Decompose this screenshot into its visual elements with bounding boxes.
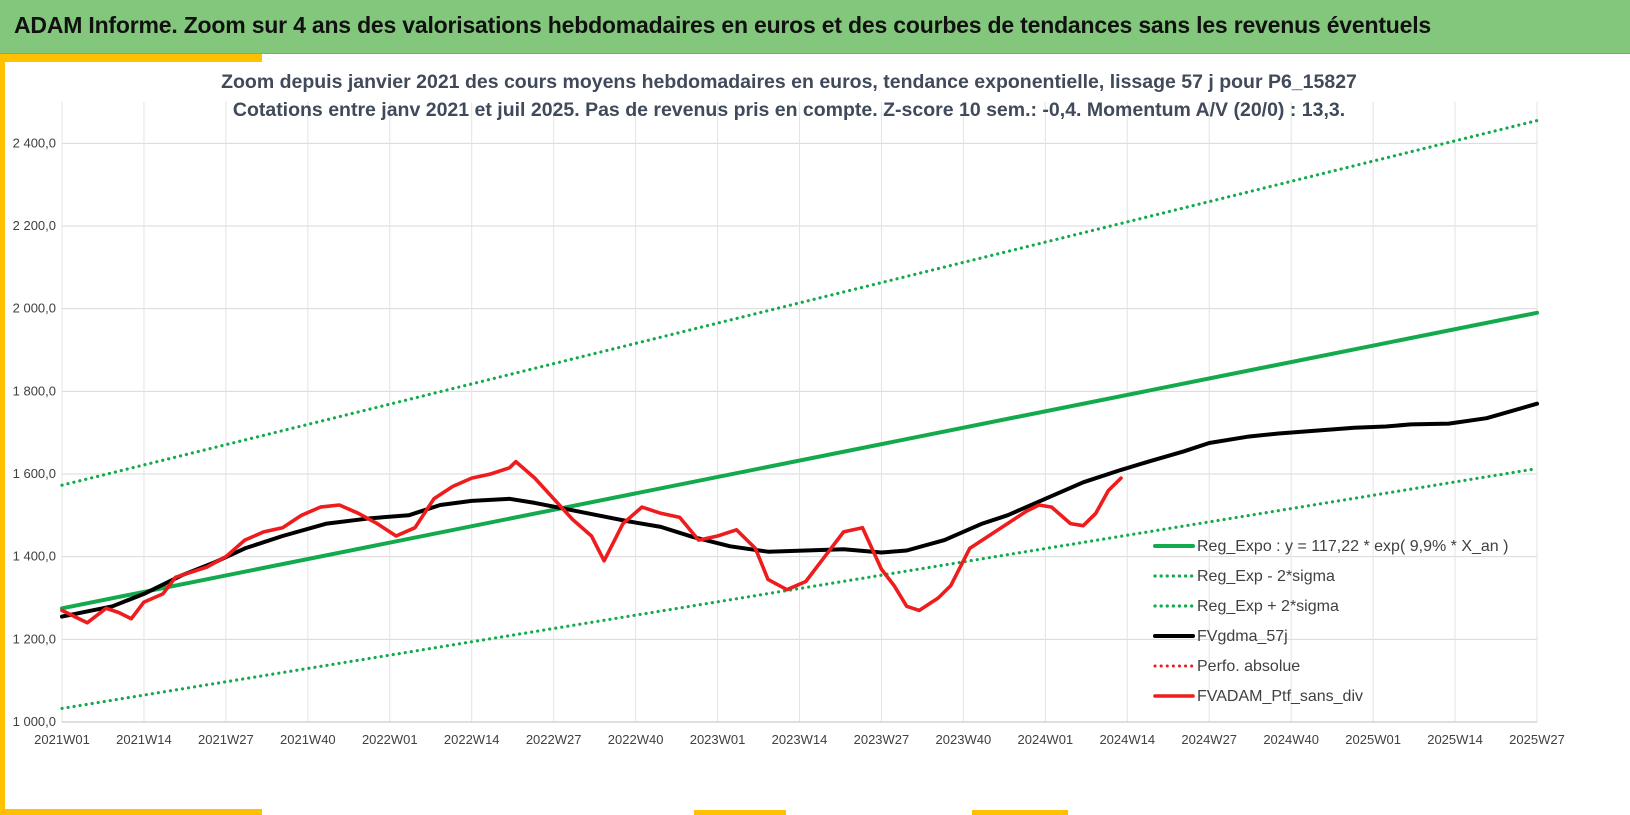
line-chart: 1 000,0 1 200,0 1 400,0 1 600,0 1 800,0 2 000… [13,71,1565,747]
x-tick-label: 2022W40 [608,732,664,747]
series-fvgdma-57j-line [60,401,1539,619]
legend-label: Reg_Expo : y = 117,22 * exp( 9,9% * X_an… [1197,538,1508,555]
chart-area: 1 000,0 1 200,0 1 400,0 1 600,0 1 800,0 2 000… [5,62,1630,809]
x-tick-label: 2021W14 [116,732,172,747]
y-tick-label: 1 800,0 [13,383,56,398]
accent-bar-bottom-2 [694,810,786,815]
y-tick-label: 1 400,0 [13,549,56,564]
x-tick-label: 2025W14 [1427,732,1483,747]
report-header: ADAM Informe. Zoom sur 4 ans des valoris… [0,0,1630,54]
series-fvadam-ptf-line [60,459,1123,625]
accent-bar-left [0,54,5,815]
chart-legend: Reg_Expo : y = 117,22 * exp( 9,9% * X_an… [1153,538,1508,705]
legend-label: Reg_Exp + 2*sigma [1197,598,1339,615]
chart-title: Zoom depuis janvier 2021 des cours moyen… [221,71,1357,93]
legend-label: FVgdma_57j [1197,628,1288,645]
chart-axes: 1 000,0 1 200,0 1 400,0 1 600,0 1 800,0 2 000… [13,135,1565,747]
accent-bar-bottom-3 [972,810,1068,815]
y-tick-label: 1 200,0 [13,631,56,646]
x-tick-label: 2025W01 [1345,732,1401,747]
chart-subtitle: Cotations entre janv 2021 et juil 2025. … [233,99,1345,121]
x-tick-label: 2025W27 [1509,732,1565,747]
report-title: ADAM Informe. Zoom sur 4 ans des valoris… [14,12,1432,38]
x-tick-label: 2023W14 [772,732,828,747]
chart-series-layer [60,119,1539,710]
x-tick-label: 2021W40 [280,732,336,747]
x-tick-label: 2024W01 [1018,732,1074,747]
y-tick-label: 1 600,0 [13,466,56,481]
x-tick-label: 2024W14 [1099,732,1155,747]
x-tick-label: 2024W40 [1263,732,1319,747]
legend-label: FVADAM_Ptf_sans_div [1197,688,1363,705]
series-reg-exp-minus-2sigma-line [60,467,1539,710]
x-tick-label: 2022W01 [362,732,418,747]
accent-bar-bottom [0,809,262,815]
x-tick-label: 2023W27 [854,732,910,747]
series-reg-expo-line [60,310,1539,611]
y-tick-label: 1 000,0 [13,714,56,729]
x-tick-label: 2023W01 [690,732,746,747]
accent-bar-top [0,54,262,62]
x-tick-label: 2024W27 [1181,732,1237,747]
x-tick-label: 2021W27 [198,732,254,747]
x-tick-label: 2022W14 [444,732,500,747]
y-tick-label: 2 400,0 [13,135,56,150]
x-tick-label: 2023W40 [936,732,992,747]
y-tick-label: 2 200,0 [13,218,56,233]
chart-grid [61,102,1538,723]
legend-label: Perfo. absolue [1197,658,1300,675]
legend-label: Reg_Exp - 2*sigma [1197,568,1335,585]
x-tick-label: 2021W01 [34,732,90,747]
y-tick-label: 2 000,0 [13,301,56,316]
x-tick-label: 2022W27 [526,732,582,747]
